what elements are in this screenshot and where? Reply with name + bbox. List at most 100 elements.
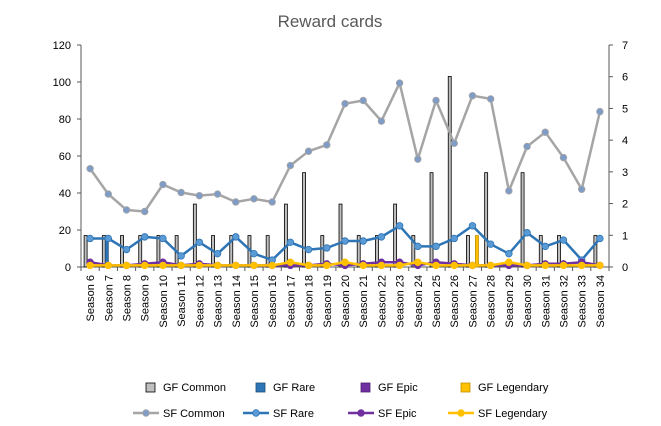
point-sf-legendary — [341, 258, 349, 266]
point-sf-legendary — [159, 261, 167, 270]
bar-gf-common — [138, 235, 143, 268]
bar-gf-common — [466, 235, 470, 268]
y-tick-label: 40 — [59, 188, 71, 200]
x-tick-label: Season 33 — [577, 275, 589, 328]
point-sf-common — [268, 198, 276, 206]
x-tick-label: Season 31 — [540, 275, 552, 328]
y2-tick-label: 7 — [622, 40, 628, 52]
legend-label-gf-common: GF Common — [163, 382, 226, 394]
point-sf-common — [122, 206, 131, 214]
y2-tick-label: 6 — [622, 72, 628, 84]
bar-gf-common — [538, 235, 543, 268]
point-sf-legendary — [304, 261, 313, 270]
point-sf-legendary — [395, 261, 404, 270]
legend-marker-sf-rare — [252, 409, 260, 417]
x-tick-label: Season 13 — [213, 275, 225, 328]
plot-area: 0 20 40 60 80 100 120 0 1 2 3 4 5 6 7 Season 6 Season 7 S… — [53, 40, 628, 328]
y2-tick-label: 3 — [622, 167, 628, 179]
point-sf-common — [505, 187, 513, 195]
y-tick-label: 80 — [59, 114, 71, 126]
bar-gf-common — [283, 203, 288, 268]
point-sf-common — [177, 188, 185, 197]
x-tick-label: Season 28 — [486, 275, 498, 328]
x-tick-label: Season 11 — [176, 275, 188, 327]
point-sf-legendary — [596, 261, 604, 270]
point-sf-rare — [523, 229, 531, 237]
point-sf-rare — [213, 249, 222, 258]
point-sf-legendary — [122, 261, 131, 270]
point-sf-common — [596, 107, 604, 116]
bar-gf-common — [338, 203, 343, 268]
point-sf-rare — [141, 233, 149, 241]
point-sf-common — [450, 139, 458, 148]
point-sf-rare — [286, 238, 295, 246]
x-tick-label: Season 9 — [140, 275, 152, 321]
x-tick-label: Season 8 — [122, 275, 134, 321]
point-sf-common — [232, 198, 240, 206]
point-sf-rare — [359, 237, 367, 245]
legend-label-sf-epic: SF Epic — [378, 408, 417, 420]
point-sf-rare — [432, 242, 440, 251]
y2-tick-label: 1 — [622, 230, 628, 242]
point-sf-rare — [596, 234, 604, 243]
point-sf-rare — [177, 252, 185, 260]
point-sf-legendary — [323, 261, 331, 270]
point-sf-legendary — [286, 258, 295, 266]
x-tick-label: Season 19 — [322, 275, 334, 328]
legend-swatch-gf-legendary — [460, 382, 471, 393]
legend-label-sf-legendary: SF Legendary — [478, 408, 548, 420]
point-sf-common — [323, 141, 331, 149]
y2-tick-label: 2 — [622, 199, 628, 211]
point-sf-common — [468, 92, 477, 100]
point-sf-common — [286, 161, 295, 170]
point-sf-common — [141, 207, 149, 216]
x-tick-label: Season 14 — [231, 275, 243, 328]
point-sf-legendary — [468, 261, 477, 270]
point-sf-common — [541, 128, 549, 136]
point-sf-legendary — [359, 261, 367, 270]
point-sf-common — [250, 195, 258, 203]
x-tick-label: Season 20 — [340, 275, 352, 328]
legend-marker-sf-legendary — [457, 409, 465, 417]
point-sf-rare — [505, 249, 513, 258]
point-sf-common — [432, 96, 440, 105]
point-sf-legendary — [177, 261, 185, 270]
point-sf-rare — [195, 238, 204, 246]
x-tick-label: Season 22 — [376, 275, 388, 328]
point-sf-legendary — [195, 261, 204, 270]
point-sf-common — [213, 190, 222, 198]
bar-gf-common — [265, 235, 270, 268]
bar-gf-common — [557, 235, 561, 268]
point-sf-common — [159, 180, 167, 189]
point-sf-legendary — [541, 261, 549, 270]
point-sf-legendary — [377, 261, 386, 270]
x-tick-label: Season 17 — [285, 275, 297, 328]
point-sf-legendary — [559, 261, 568, 270]
point-sf-rare — [323, 244, 331, 252]
bar-gf-common — [192, 203, 197, 268]
point-sf-rare — [232, 233, 240, 241]
legend-label-sf-common: SF Common — [163, 408, 225, 420]
point-sf-legendary — [486, 261, 495, 270]
point-sf-common — [395, 79, 404, 87]
point-sf-rare — [559, 236, 568, 244]
y-tick-label: 60 — [59, 151, 71, 163]
legend-label-sf-rare: SF Rare — [273, 408, 314, 420]
point-sf-rare — [341, 237, 349, 245]
bar-gf-common — [320, 235, 325, 268]
point-sf-legendary — [432, 261, 440, 270]
chart-title: Reward cards — [278, 12, 383, 31]
bar-gf-legendary — [475, 235, 479, 268]
point-sf-rare — [159, 234, 167, 243]
x-tick-label: Season 12 — [194, 275, 206, 328]
point-sf-legendary — [104, 261, 113, 270]
bar-gf-common — [83, 235, 88, 268]
x-tick-label: Season 21 — [358, 275, 370, 328]
bar-gf-common — [302, 172, 306, 268]
point-sf-legendary — [232, 261, 240, 270]
x-tick-label: Season 18 — [304, 275, 316, 328]
legend-swatch-gf-epic — [360, 382, 371, 393]
point-sf-rare — [250, 249, 258, 258]
x-tick-label: Season 34 — [595, 275, 607, 328]
